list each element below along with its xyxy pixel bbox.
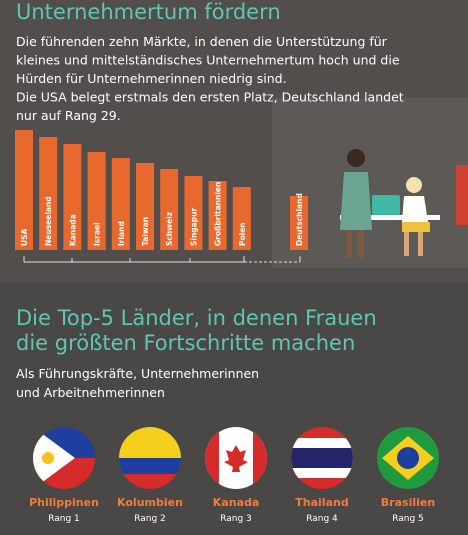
flag: [33, 427, 95, 489]
bar-label: Taiwan: [141, 217, 150, 246]
country-name: Kolumbien: [117, 496, 183, 509]
country-name: Brasilien: [381, 496, 435, 509]
bar: [290, 196, 308, 250]
bar: [184, 176, 203, 250]
bar-label: USA: [20, 229, 29, 246]
bar-label: Kanada: [68, 214, 77, 246]
intro-line: Hürden für Unternehmerinnen niedrig sind…: [16, 71, 287, 86]
bar-label: Singapur: [189, 208, 198, 246]
country-rank: Rang 5: [392, 514, 424, 524]
bar: [232, 187, 251, 250]
bar: [136, 163, 154, 250]
bottom-bg: [0, 282, 468, 535]
intro-line: nur auf Rang 29.: [16, 108, 121, 123]
intro-line: kleines und mittelständisches Unternehme…: [16, 53, 400, 68]
section-title: die größten Fortschritte machen: [16, 331, 355, 355]
intro-line: Die führenden zehn Märkte, in denen die …: [16, 34, 388, 49]
country-rank: Rang 4: [306, 514, 338, 524]
bar-label: Großbritannien: [214, 182, 223, 246]
bar-label: Irland: [117, 221, 126, 246]
bar-label: Polen: [238, 222, 247, 246]
country-name: Thailand: [295, 496, 348, 509]
bar-label: Schweiz: [165, 212, 174, 246]
bar: [208, 181, 227, 250]
flag: [119, 427, 181, 489]
subtitle: Als Führungskräfte, Unternehmerinnen: [16, 366, 259, 381]
country-rank: Rang 1: [48, 514, 80, 524]
illustration: [340, 149, 468, 258]
section-title: Die Top-5 Länder, in denen Frauen: [16, 306, 377, 330]
bar: [111, 158, 130, 250]
bar-label: Neuseeland: [44, 196, 53, 246]
bar: [87, 152, 106, 250]
bar: [15, 130, 33, 250]
bracket: [23, 256, 301, 263]
title: Unternehmertum fördern: [16, 0, 281, 24]
bar: [63, 144, 82, 250]
flag: [205, 427, 267, 489]
flag: [291, 427, 353, 489]
bar-label: Deutschland: [295, 193, 304, 246]
country-name: Philippinen: [29, 496, 99, 509]
country-name: Kanada: [213, 496, 260, 509]
bar: [39, 137, 58, 250]
bar-label: Israel: [93, 222, 102, 246]
flag: [377, 427, 439, 489]
bar: [160, 169, 179, 250]
country-rank: Rang 2: [134, 514, 166, 524]
country-rank: Rang 3: [220, 514, 252, 524]
intro-line: Die USA belegt erstmals den ersten Platz…: [16, 90, 404, 105]
subtitle: und Arbeitnehmerinnen: [16, 385, 165, 400]
